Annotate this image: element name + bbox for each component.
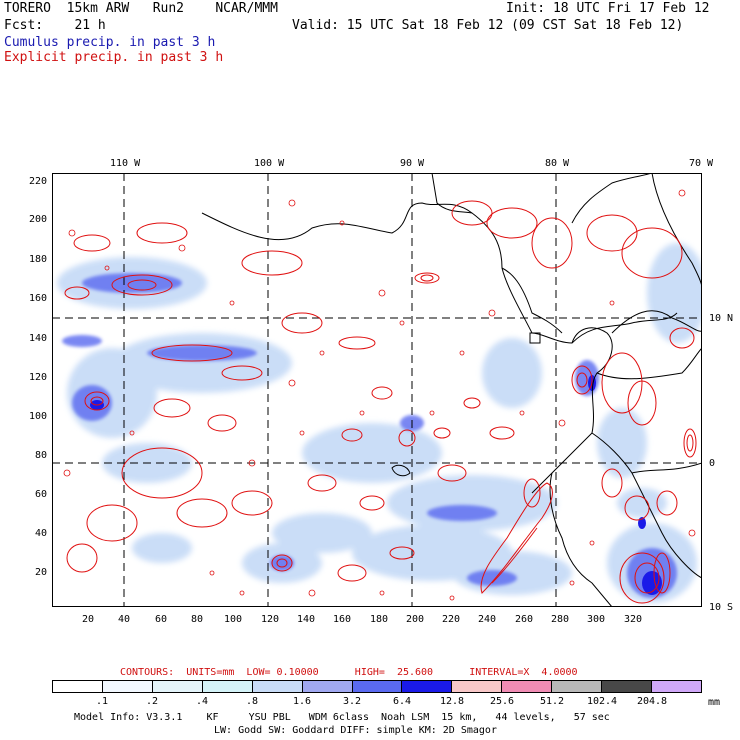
- cumulus-legend-label: Cumulus precip. in past 3 h: [4, 35, 216, 50]
- legend-value: 1.6: [292, 696, 312, 707]
- x-tick: 100: [224, 614, 243, 625]
- x-tick: 260: [515, 614, 534, 625]
- legend-value: 6.4: [392, 696, 412, 707]
- y-tick: 80: [34, 450, 47, 461]
- legend-swatch: [152, 681, 203, 692]
- precip-color-scale: [52, 680, 702, 693]
- y-tick: 180: [28, 254, 47, 265]
- x-tick: 60: [155, 614, 168, 625]
- x-tick: 240: [478, 614, 497, 625]
- cumulus-precip-light: [57, 243, 702, 603]
- map-canvas: [52, 173, 702, 607]
- y-tick: 20: [34, 567, 47, 578]
- legend-swatch: [402, 681, 453, 692]
- y-tick: 140: [28, 333, 47, 344]
- y-tick: 120: [28, 372, 47, 383]
- init-time: Init: 18 UTC Fri 17 Feb 12: [506, 1, 710, 16]
- precip-map: [52, 173, 702, 607]
- legend-swatch: [53, 681, 103, 692]
- legend-swatch: [202, 681, 253, 692]
- legend-swatch: [452, 681, 503, 692]
- lat-label: 0: [709, 458, 716, 469]
- y-tick: 160: [28, 293, 47, 304]
- legend-value: 102.4: [586, 696, 618, 707]
- forecast-hour: Fcst: 21 h: [4, 18, 106, 33]
- lon-label: 110 W: [110, 158, 141, 169]
- y-tick: 60: [34, 489, 47, 500]
- y-tick: 100: [28, 411, 47, 422]
- lat-lon-grid: [52, 173, 702, 607]
- legend-swatch: [302, 681, 353, 692]
- legend-swatch: [552, 681, 603, 692]
- legend-value: 12.8: [439, 696, 465, 707]
- y-tick: 220: [28, 176, 47, 187]
- legend-value: 25.6: [489, 696, 515, 707]
- lat-label: 10 N: [709, 313, 734, 324]
- x-tick: 80: [191, 614, 204, 625]
- lon-label: 70 W: [689, 158, 714, 169]
- x-tick: 40: [118, 614, 131, 625]
- model-info: Model Info: V3.3.1 KF YSU PBL WDM 6class…: [74, 712, 610, 723]
- x-tick: 20: [82, 614, 95, 625]
- x-tick: 280: [551, 614, 570, 625]
- legend-swatch: [502, 681, 553, 692]
- y-tick: 40: [34, 528, 47, 539]
- legend-value: 204.8: [636, 696, 668, 707]
- model-physics: LW: Godd SW: Goddard DIFF: simple KM: 2D…: [214, 725, 497, 736]
- x-tick: 300: [587, 614, 606, 625]
- legend-value: .2: [145, 696, 159, 707]
- x-tick: 200: [406, 614, 425, 625]
- x-tick: 140: [297, 614, 316, 625]
- lon-label: 80 W: [545, 158, 570, 169]
- legend-value: .8: [245, 696, 259, 707]
- legend-swatch: [352, 681, 403, 692]
- explicit-legend-label: Explicit precip. in past 3 h: [4, 50, 224, 65]
- valid-time: Valid: 15 UTC Sat 18 Feb 12 (09 CST Sat …: [292, 18, 684, 33]
- legend-value: 3.2: [342, 696, 362, 707]
- x-tick: 160: [333, 614, 352, 625]
- legend-value: 51.2: [539, 696, 565, 707]
- lat-label: 10 S: [709, 602, 734, 613]
- coastline: [201, 173, 702, 607]
- x-tick: 180: [370, 614, 389, 625]
- lon-label: 100 W: [254, 158, 285, 169]
- legend-unit: mm: [708, 697, 721, 708]
- model-title: TORERO 15km ARW Run2 NCAR/MMM: [4, 1, 278, 16]
- explicit-precip-cells: [63, 189, 696, 601]
- x-tick: 220: [442, 614, 461, 625]
- legend-swatch: [102, 681, 153, 692]
- lon-label: 90 W: [400, 158, 425, 169]
- legend-swatch: [652, 681, 701, 692]
- legend-value: .1: [95, 696, 109, 707]
- x-tick: 120: [261, 614, 280, 625]
- y-tick: 200: [28, 214, 47, 225]
- legend-value: .4: [195, 696, 209, 707]
- legend-swatch: [602, 681, 653, 692]
- legend-swatch: [252, 681, 303, 692]
- contours-info: CONTOURS: UNITS=mm LOW= 0.10000 HIGH= 25…: [120, 667, 578, 678]
- explicit-precip-contours: [64, 200, 697, 604]
- x-tick: 320: [624, 614, 643, 625]
